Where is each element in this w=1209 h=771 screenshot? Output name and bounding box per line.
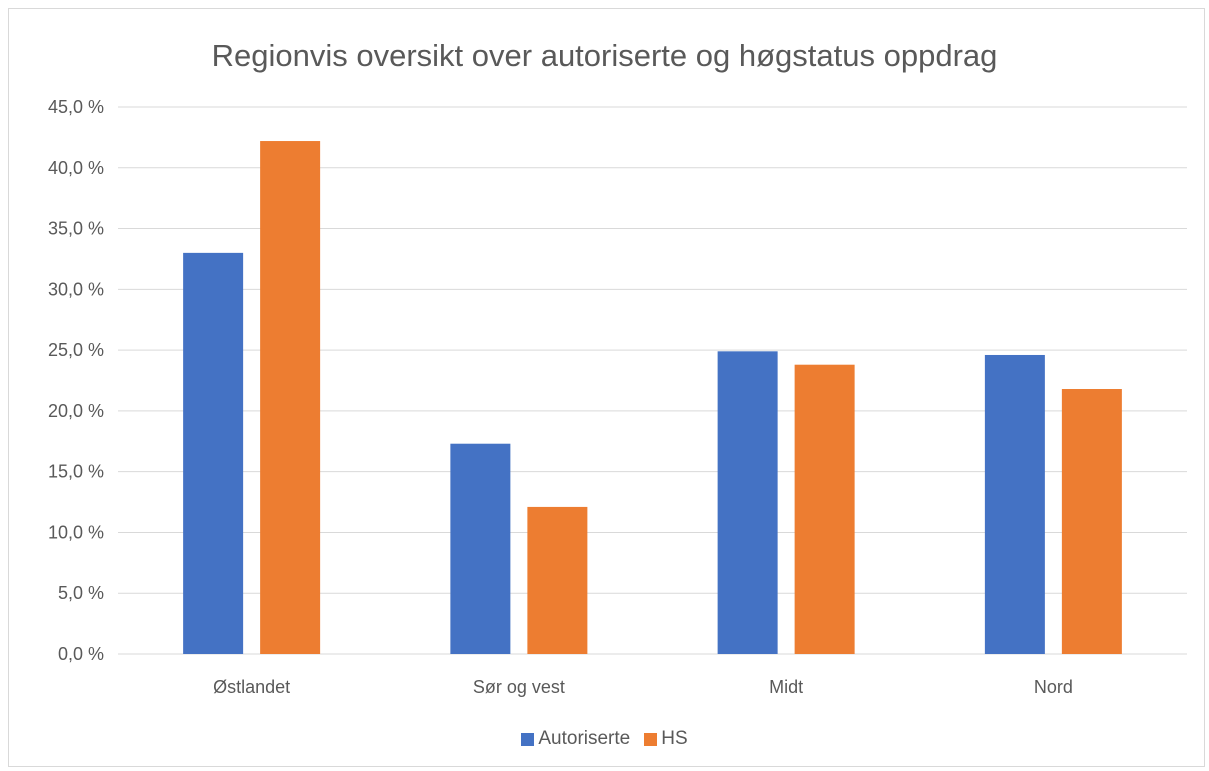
x-tick-label: Sør og vest (473, 677, 565, 697)
legend-swatch-hs (644, 732, 658, 746)
legend-item-hs: HS (644, 728, 688, 750)
y-tick-label: 40,0 % (48, 158, 104, 178)
y-tick-label: 25,0 % (48, 340, 104, 360)
bar-autoriserte-2 (717, 351, 778, 654)
chart-title: Regionvis oversikt over autoriserte og h… (211, 38, 998, 73)
legend-item-autoriserte: Autoriserte (521, 728, 630, 750)
y-tick-label: 15,0 % (48, 462, 104, 482)
bar-autoriserte-3 (984, 354, 1045, 654)
x-tick-label: Midt (769, 677, 803, 697)
bar-hs-3 (1061, 389, 1122, 654)
y-tick-label: 45,0 % (48, 97, 104, 117)
bar-hs-1 (527, 506, 588, 654)
bar-hs-2 (794, 364, 855, 654)
x-tick-label: Østlandet (213, 677, 290, 697)
bar-autoriserte-1 (450, 443, 511, 654)
legend-label-hs: HS (661, 728, 688, 749)
legend-label-autoriserte: Autoriserte (538, 728, 631, 749)
y-tick-label: 10,0 % (48, 522, 104, 542)
bar-hs-0 (260, 141, 321, 655)
legend: Autoriserte HS (0, 728, 1209, 750)
y-tick-label: 35,0 % (48, 219, 104, 239)
y-tick-label: 20,0 % (48, 401, 104, 421)
legend-swatch-autoriserte (521, 732, 535, 746)
bar-autoriserte-0 (183, 252, 244, 654)
y-tick-label: 0,0 % (58, 644, 104, 664)
x-tick-label: Nord (1034, 677, 1073, 697)
y-tick-label: 30,0 % (48, 279, 104, 299)
y-tick-label: 5,0 % (58, 583, 104, 603)
